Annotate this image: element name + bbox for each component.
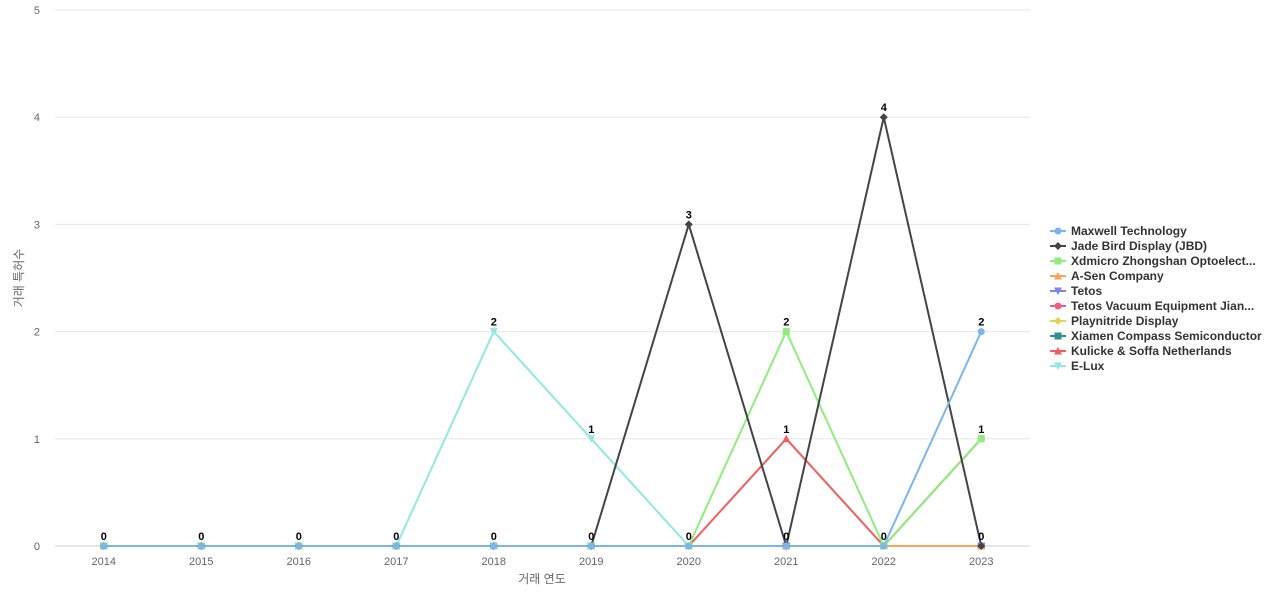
- legend-label: Playnitride Display: [1071, 314, 1179, 328]
- x-tick-label: 2021: [774, 556, 798, 568]
- series-line[interactable]: [103, 438, 982, 547]
- data-point[interactable]: [782, 542, 790, 550]
- y-tick-label: 1: [34, 434, 40, 446]
- x-tick-label: 2022: [872, 556, 896, 568]
- data-point[interactable]: [977, 542, 986, 550]
- x-tick-label: 2018: [482, 556, 506, 568]
- data-point[interactable]: [977, 328, 985, 336]
- x-tick-label: 2019: [579, 556, 603, 568]
- data-point[interactable]: [684, 220, 693, 229]
- data-point[interactable]: [782, 434, 791, 443]
- data-label: 0: [588, 531, 594, 543]
- legend-label: Xdmicro Zhongshan Optoelect...: [1071, 254, 1256, 268]
- data-label: 0: [393, 531, 399, 543]
- data-point[interactable]: [587, 435, 596, 443]
- data-label: 2: [978, 317, 984, 329]
- data-point[interactable]: [685, 542, 693, 550]
- grid-lines: [55, 9, 1030, 547]
- legend-label: Tetos Vacuum Equipment Jian...: [1071, 299, 1254, 313]
- x-tick-label: 2020: [677, 556, 701, 568]
- x-tick-label: 2016: [287, 556, 311, 568]
- legend-label: Kulicke & Soffa Netherlands: [1071, 344, 1232, 358]
- data-point[interactable]: [977, 435, 985, 443]
- legend-label: Tetos: [1071, 284, 1102, 298]
- y-tick-label: 3: [34, 219, 40, 231]
- legend-symbol[interactable]: [1054, 302, 1062, 310]
- data-label: 0: [978, 531, 984, 543]
- data-label: 3: [686, 209, 692, 221]
- data-point[interactable]: [782, 328, 790, 336]
- data-label: 0: [101, 531, 107, 543]
- legend-symbol[interactable]: [1054, 287, 1062, 296]
- legend-item[interactable]: E-Lux: [1050, 359, 1105, 373]
- data-point[interactable]: [295, 542, 303, 550]
- data-label: 1: [978, 424, 984, 436]
- legend-label: Xiamen Compass Semiconductor: [1071, 329, 1262, 343]
- legend-symbol[interactable]: [1054, 272, 1062, 280]
- legend-label: A-Sen Company: [1071, 269, 1164, 283]
- legend-symbol[interactable]: [1054, 317, 1062, 325]
- legend-item[interactable]: Tetos Vacuum Equipment Jian...: [1050, 299, 1254, 313]
- data-point[interactable]: [392, 542, 400, 550]
- series-markers: [99, 113, 986, 550]
- data-label: 4: [881, 102, 888, 114]
- series-line[interactable]: [103, 437, 982, 547]
- y-axis-title: 거래 특허수: [12, 249, 26, 308]
- legend-item[interactable]: Jade Bird Display (JBD): [1050, 239, 1207, 253]
- legend-symbol[interactable]: [1054, 242, 1062, 250]
- data-label: 0: [296, 531, 302, 543]
- data-label: 2: [783, 317, 789, 329]
- data-label: 0: [881, 531, 887, 543]
- data-label: 0: [783, 531, 789, 543]
- data-point[interactable]: [879, 113, 888, 122]
- series-line[interactable]: [103, 331, 983, 547]
- legend-symbol[interactable]: [1054, 257, 1062, 265]
- data-point[interactable]: [197, 542, 205, 550]
- data-label: 0: [198, 531, 204, 543]
- data-point[interactable]: [100, 542, 108, 550]
- y-axis-ticks: 0 1 2 3 4 5: [34, 5, 40, 553]
- data-label: 1: [783, 424, 789, 436]
- legend-item[interactable]: A-Sen Company: [1050, 269, 1164, 283]
- data-point[interactable]: [880, 542, 888, 550]
- x-tick-label: 2017: [384, 556, 408, 568]
- legend-item[interactable]: Maxwell Technology: [1050, 224, 1187, 238]
- data-labels: 0 0 0 0 0 2 0 1 0 3 0 1 2 0 4 0 1 2: [101, 102, 985, 543]
- legend-symbol[interactable]: [1054, 332, 1062, 340]
- y-tick-label: 4: [34, 112, 40, 124]
- legend-item[interactable]: Playnitride Display: [1050, 314, 1179, 328]
- data-point[interactable]: [490, 542, 498, 550]
- legend-item[interactable]: Xdmicro Zhongshan Optoelect...: [1050, 254, 1256, 268]
- data-label: 2: [491, 317, 497, 329]
- x-axis-ticks: 2014 2015 2016 2017 2018 2019 2020 2021 2022 2023: [92, 556, 994, 568]
- legend-symbol[interactable]: [1054, 347, 1062, 355]
- data-label: 0: [686, 531, 692, 543]
- y-tick-label: 0: [34, 541, 40, 553]
- legend-symbol[interactable]: [1054, 227, 1062, 235]
- x-tick-label: 2015: [189, 556, 213, 568]
- x-axis-title: 거래 연도: [518, 572, 566, 586]
- legend-symbol[interactable]: [1054, 362, 1062, 371]
- legend-item[interactable]: Kulicke & Soffa Netherlands: [1050, 344, 1232, 358]
- legend-label: Maxwell Technology: [1071, 224, 1187, 238]
- series-lines: [103, 116, 983, 547]
- data-label: 0: [491, 531, 497, 543]
- legend-label: E-Lux: [1071, 359, 1105, 373]
- x-tick-label: 2023: [969, 556, 993, 568]
- y-tick-label: 2: [34, 327, 40, 339]
- x-tick-label: 2014: [92, 556, 116, 568]
- legend-item[interactable]: Tetos: [1050, 284, 1102, 298]
- legend-item[interactable]: Xiamen Compass Semiconductor: [1050, 329, 1262, 343]
- data-point[interactable]: [587, 542, 595, 550]
- data-point[interactable]: [489, 328, 498, 336]
- y-tick-label: 5: [34, 5, 40, 17]
- data-label: 1: [588, 424, 594, 436]
- legend-label: Jade Bird Display (JBD): [1071, 239, 1207, 253]
